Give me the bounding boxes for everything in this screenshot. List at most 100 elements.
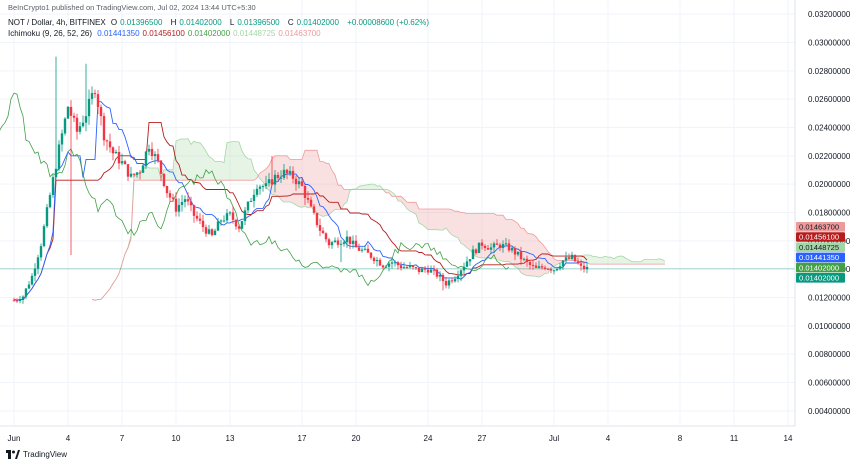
- candle-body: [147, 148, 151, 152]
- candle-body: [192, 205, 196, 216]
- cloud-segment: [362, 185, 365, 190]
- x-tick-label: 10: [172, 434, 181, 443]
- cloud-segment: [494, 213, 497, 260]
- cloud-segment: [656, 258, 659, 265]
- candle-body: [279, 177, 283, 179]
- candle-body: [105, 140, 109, 142]
- cloud-segment: [611, 257, 614, 265]
- cloud-segment: [458, 211, 461, 244]
- ichimoku-label[interactable]: Ichimoku (9, 26, 52, 26): [8, 29, 93, 38]
- candle-body: [366, 248, 370, 253]
- symbol-title[interactable]: NOT / Dollar, 4h, BITFINEX: [8, 18, 106, 27]
- candle-body: [246, 201, 250, 211]
- candle-body: [228, 212, 232, 214]
- candle-body: [204, 227, 208, 234]
- candle-body: [276, 174, 280, 178]
- candle-body: [186, 199, 190, 202]
- cloud-segment: [134, 174, 137, 181]
- cloud-segment: [518, 223, 521, 273]
- cloud-segment: [167, 169, 170, 181]
- candle-body: [294, 178, 298, 185]
- candle-body: [90, 93, 94, 99]
- cloud-segment: [191, 141, 194, 181]
- candle-body: [216, 221, 220, 231]
- cloud-segment: [446, 208, 449, 232]
- candle-body: [315, 212, 319, 226]
- ichimoku-value-0: 0.01441350: [97, 29, 140, 38]
- ichimoku-value-1: 0.01456100: [142, 29, 185, 38]
- candle-body: [177, 204, 181, 212]
- cloud-segment: [296, 159, 299, 207]
- candle-body: [453, 278, 457, 282]
- candle-body: [513, 248, 517, 255]
- candle-body: [480, 242, 484, 246]
- cloud-segment: [185, 138, 188, 181]
- candle-body: [393, 262, 397, 264]
- cloud-segment: [470, 213, 473, 254]
- price-tags: 0.014637000.014561000.014487250.01441350…: [796, 222, 845, 283]
- candle-body: [312, 206, 316, 213]
- candle-body: [378, 259, 382, 266]
- cloud-segment: [359, 185, 362, 190]
- cloud-segment: [227, 142, 230, 181]
- candle-body: [237, 226, 241, 229]
- price-tag-label: 0.01402000: [799, 263, 839, 272]
- candle-body: [462, 266, 466, 271]
- span-b-line: [91, 149, 665, 301]
- x-tick-label: 20: [352, 434, 361, 443]
- ichimoku-value-3: 0.01448725: [233, 29, 276, 38]
- cloud-segment: [251, 159, 254, 181]
- cloud-segment: [512, 219, 515, 267]
- candle-body: [12, 300, 16, 302]
- candle-body: [27, 284, 31, 289]
- ichimoku-value-2: 0.01402000: [187, 29, 231, 38]
- cloud-segment: [593, 256, 596, 265]
- candle-body: [351, 240, 355, 244]
- y-tick-label: 0.02400000: [808, 124, 850, 133]
- lagging-span-line: [0, 92, 510, 287]
- ichimoku-value-4: 0.01463700: [278, 29, 321, 38]
- candle-body: [33, 268, 37, 276]
- cloud-segment: [620, 256, 623, 265]
- candle-body: [63, 118, 67, 134]
- high-value: 0.01402000: [179, 18, 222, 27]
- candle-body: [153, 154, 157, 157]
- candle-body: [15, 300, 19, 302]
- candle-body: [522, 258, 526, 260]
- candle-body: [543, 267, 547, 269]
- candle-body: [579, 263, 583, 266]
- cloud-segment: [497, 215, 500, 261]
- price-tag-label: 0.01402000: [799, 274, 839, 283]
- close-value: 0.01402000: [296, 18, 339, 27]
- candle-body: [471, 249, 475, 260]
- cloud-segment: [224, 142, 227, 181]
- cloud-segment: [650, 259, 653, 265]
- cloud-segment: [326, 163, 329, 216]
- y-tick-label: 0.00400000: [808, 407, 850, 416]
- y-tick-label: 0.00600000: [808, 379, 850, 388]
- cloud-segment: [368, 184, 371, 190]
- price-tag: [796, 222, 845, 232]
- candle-body: [384, 266, 388, 268]
- cloud-segment: [452, 209, 455, 237]
- candlesticks: [12, 56, 589, 304]
- cloud-segment: [407, 202, 410, 212]
- candle-body: [48, 195, 52, 208]
- x-tick-label: Jun: [8, 434, 21, 443]
- cloud-segment: [428, 208, 431, 230]
- cloud-segment: [197, 142, 200, 181]
- candle-body: [435, 269, 439, 277]
- cloud-segment: [332, 170, 335, 212]
- candle-body: [492, 243, 496, 248]
- candle-body: [405, 267, 409, 269]
- candle-body: [477, 242, 481, 254]
- cloud-segment: [329, 163, 332, 215]
- x-tick-label: Jul: [549, 434, 559, 443]
- candle-body: [270, 179, 274, 185]
- cloud-segment: [212, 158, 215, 181]
- cloud-segment: [239, 142, 242, 181]
- cloud-segment: [443, 208, 446, 231]
- cloud-segment: [455, 211, 458, 238]
- cloud-segment: [218, 161, 221, 181]
